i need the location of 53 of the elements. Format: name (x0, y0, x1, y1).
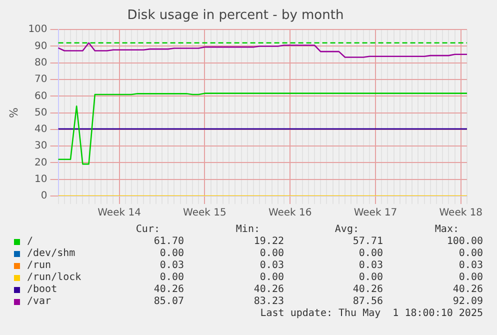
chart-title: Disk usage in percent - by month (127, 8, 344, 24)
text: 0.03 (160, 260, 184, 271)
x-tick-label: Week 14 (98, 208, 141, 219)
text: 0.00 (160, 272, 184, 283)
text: Cur: (136, 224, 160, 235)
text: 87.56 (352, 296, 383, 307)
text: 92.09 (452, 296, 483, 307)
text: Last update: Thu May 1 18:00:10 2025 (260, 308, 483, 319)
text: 0.03 (260, 260, 284, 271)
text: 0.00 (458, 248, 483, 259)
y-axis-title: % (7, 108, 20, 118)
legend-label: /boot (27, 284, 58, 295)
y-tick-label: 60 (34, 90, 48, 102)
text: 19.22 (254, 236, 284, 247)
text: 85.07 (154, 296, 184, 307)
y-tick-label: 10 (34, 174, 48, 185)
text: 0.00 (260, 272, 284, 283)
y-tick-label: 0 (40, 190, 48, 202)
y-tick-label: 40 (34, 124, 48, 136)
x-tick-label: Week 17 (354, 208, 398, 219)
text: 57.71 (352, 236, 383, 247)
text: 61.70 (154, 236, 184, 247)
legend-label: /run (27, 260, 52, 271)
y-tick-label: 70 (34, 74, 48, 86)
text: 0.00 (260, 248, 284, 259)
text: Avg: (334, 224, 359, 235)
y-tick-label: 20 (34, 157, 48, 168)
x-tick-label: Week 16 (268, 208, 312, 219)
text: 40.26 (452, 284, 483, 295)
text: 0.03 (358, 260, 383, 271)
y-tick-label: 80 (34, 57, 48, 68)
text: Max: (434, 224, 459, 235)
legend-label: / (27, 236, 34, 247)
y-tick-label: 30 (34, 140, 48, 152)
text: 0.03 (458, 260, 483, 271)
x-tick-label: Week 15 (183, 208, 226, 219)
text: 0.00 (358, 272, 383, 283)
text: 40.26 (352, 284, 383, 295)
text: 40.26 (154, 284, 184, 295)
text: 0.00 (358, 248, 383, 259)
text: 0.00 (458, 272, 483, 283)
legend-label: /run/lock (27, 272, 82, 283)
y-tick-label: 50 (34, 107, 48, 118)
x-tick-label: Week 18 (439, 208, 483, 219)
legend-label: /dev/shm (27, 248, 76, 259)
legend-label: /var (27, 296, 52, 307)
y-tick-label: 90 (34, 40, 48, 52)
text: Min: (236, 224, 260, 235)
text: 0.00 (160, 248, 184, 259)
text: 40.26 (254, 284, 284, 295)
text: 100.00 (446, 236, 483, 247)
text: 83.23 (254, 296, 284, 307)
y-tick-label: 100 (28, 24, 48, 36)
